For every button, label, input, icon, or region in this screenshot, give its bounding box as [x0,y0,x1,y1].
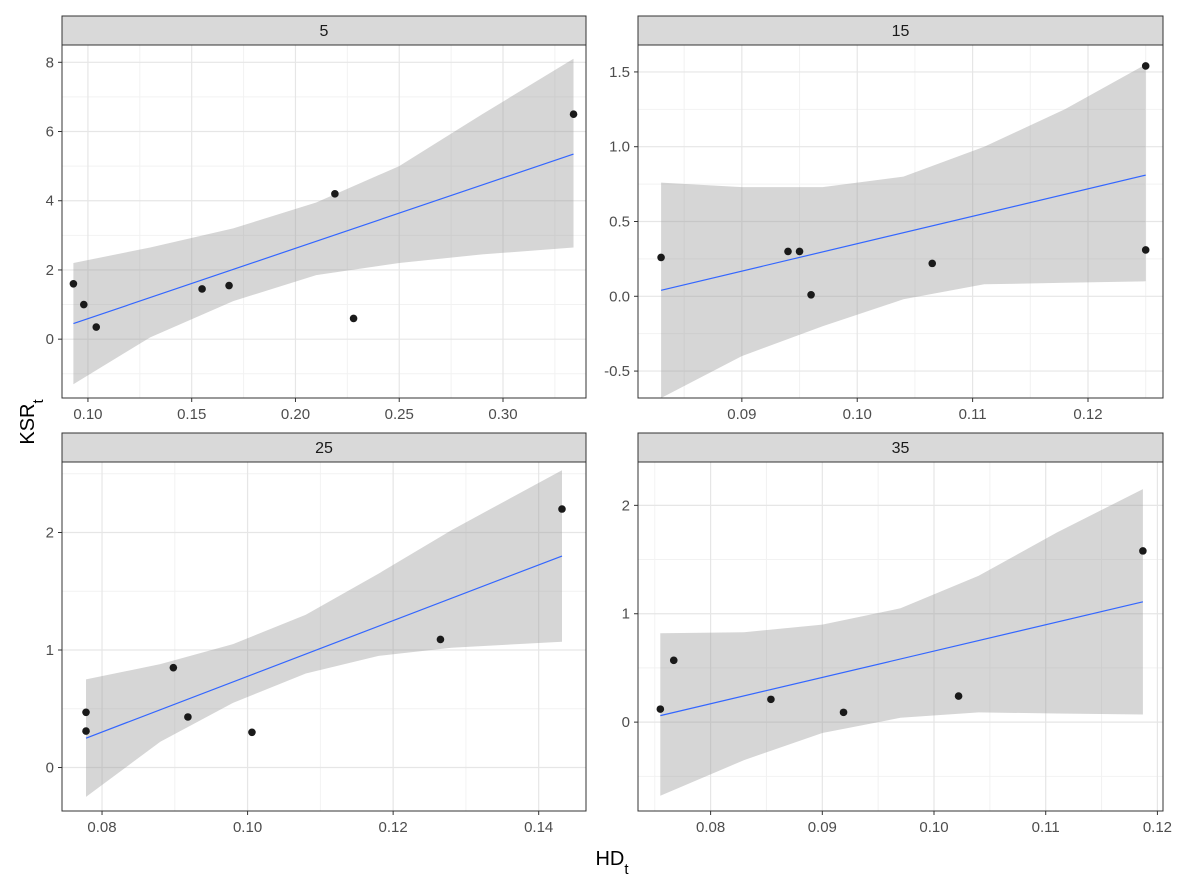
panel-background [62,462,586,811]
regression-line [85,555,563,739]
x-tick-label: 0.25 [385,406,414,423]
facet-strip [61,15,587,46]
x-tick-label: 0.12 [1073,406,1102,423]
data-point [839,708,848,717]
data-point [558,505,566,513]
data-point [349,314,358,323]
y-tick-label: 1.5 [609,64,630,81]
data-point [784,247,792,256]
y-tick-label: 0 [46,331,54,348]
regression-line [660,174,1146,291]
data-point [225,281,233,290]
x-tick-label: 0.11 [959,406,987,423]
regression-line [660,601,1144,717]
data-point [1141,62,1150,70]
x-tick-label: 0.14 [524,819,553,836]
panel-border [637,461,1164,812]
regression-line [73,153,574,325]
facet-strip-label: 25 [315,440,333,457]
data-point [954,692,963,700]
facet-strip-label: 35 [892,440,910,457]
data-point [69,279,78,288]
data-point [1139,547,1147,555]
facet-strip [637,432,1164,463]
data-point [436,635,445,644]
x-axis-title: HDt [595,848,629,878]
facet-panel-15: 15 0.09 0.10 0.11 0.12 -0.5 0.0 0.5 1.0 1.5 [604,15,1164,423]
y-tick-label: 1 [622,606,630,623]
x-tick-label: 0.12 [379,819,408,836]
data-point [331,190,339,198]
y-tick-label: 2 [622,497,630,514]
x-tick-label: 0.10 [919,819,948,836]
panel-border [61,44,587,399]
data-point [79,300,88,309]
x-tick-label: 0.12 [1143,819,1172,836]
panel-border [61,461,587,812]
facet-strip [61,432,587,463]
data-point [807,290,815,299]
data-point [82,727,90,735]
panel-background [638,462,1163,811]
y-tick-label: -0.5 [604,363,630,380]
data-point [657,253,665,262]
x-tick-label: 0.09 [727,406,756,423]
y-tick-label: 0.5 [609,214,630,231]
data-point [169,663,178,672]
y-tick-label: 0 [46,760,54,777]
y-tick-label: 6 [46,124,54,141]
y-tick-label: 0.0 [609,288,630,305]
data-point [656,705,665,713]
y-tick-label: 8 [46,54,54,71]
confidence-band [86,470,562,797]
facet-strip-label: 15 [892,23,910,40]
x-tick-label: 0.30 [488,406,517,423]
x-tick-label: 0.10 [843,406,872,423]
x-tick-label: 0.08 [696,819,725,836]
x-tick-label: 0.10 [233,819,262,836]
y-tick-label: 2 [46,262,54,279]
x-tick-label: 0.11 [1032,819,1060,836]
facet-panel-25: 25 0.08 0.10 0.12 0.14 0 1 2 [46,432,587,836]
data-point [198,285,206,293]
y-tick-label: 0 [622,714,630,731]
data-point [669,656,678,665]
confidence-band [660,489,1143,796]
x-tick-label: 0.15 [177,406,206,423]
data-point [1141,246,1150,254]
x-tick-label: 0.08 [87,819,116,836]
data-point [928,259,937,268]
x-tick-label: 0.09 [808,819,837,836]
y-tick-label: 4 [46,193,54,210]
facet-panel-5: 5 0.10 0.15 0.20 0.25 0.30 0 2 4 6 8 [46,15,587,423]
y-tick-label: 1 [46,642,54,659]
y-axis-title: KSRt [17,399,47,445]
data-point [795,247,804,256]
data-point [82,708,90,717]
x-tick-label: 0.10 [73,406,102,423]
facet-strip-label: 5 [320,23,329,40]
y-tick-label: 1.0 [609,139,630,156]
confidence-band [73,58,574,385]
data-point [767,695,775,704]
y-tick-label: 2 [46,525,54,542]
confidence-band [661,64,1146,399]
data-point [92,323,101,331]
data-point [184,713,192,721]
facet-panel-35: 35 0.08 0.09 0.10 0.11 0.12 0 1 2 [622,432,1172,836]
x-tick-label: 0.20 [281,406,310,423]
data-point [248,728,256,737]
data-point [569,110,578,119]
